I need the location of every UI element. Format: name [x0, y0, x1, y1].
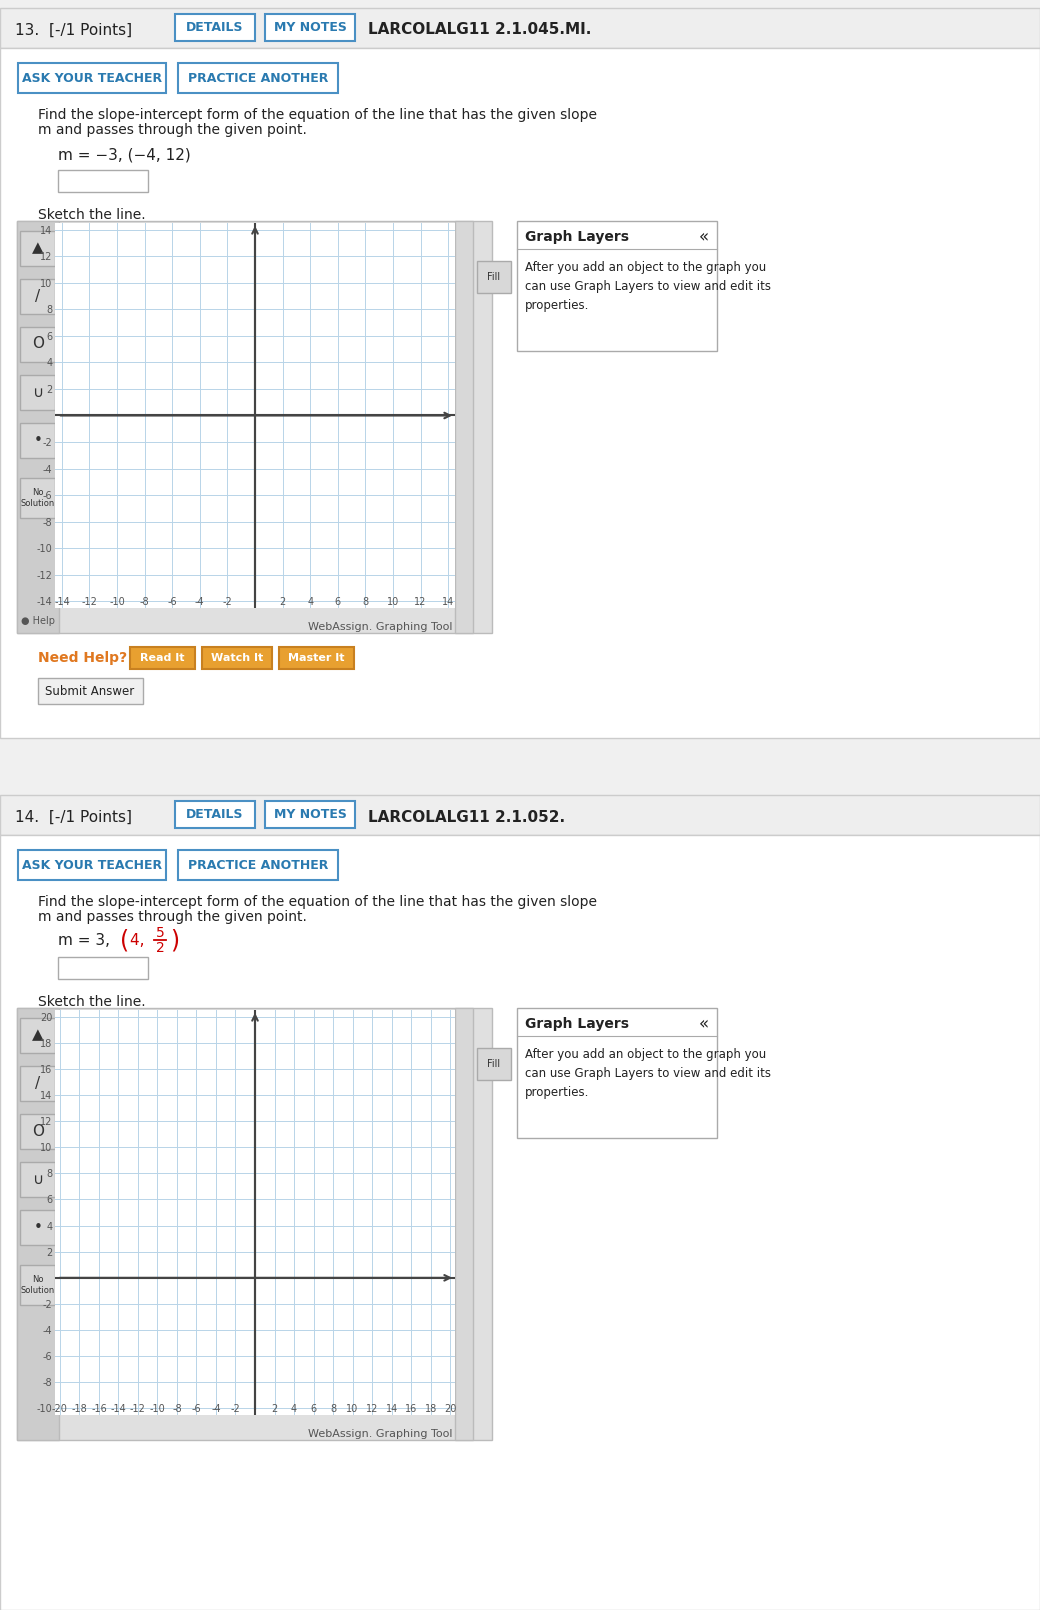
Text: Submit Answer: Submit Answer	[46, 684, 134, 697]
Bar	[17, 221, 492, 633]
Text: Sketch the line.: Sketch the line.	[38, 208, 146, 222]
Bar	[477, 1048, 511, 1080]
Bar	[20, 1211, 55, 1245]
Bar	[20, 478, 55, 518]
FancyBboxPatch shape	[178, 850, 338, 881]
Text: ASK YOUR TEACHER: ASK YOUR TEACHER	[22, 858, 162, 871]
FancyBboxPatch shape	[18, 63, 166, 93]
Text: PRACTICE ANOTHER: PRACTICE ANOTHER	[188, 71, 329, 84]
Text: 5: 5	[156, 926, 164, 940]
Text: Sketch the line.: Sketch the line.	[38, 995, 146, 1009]
Text: O: O	[32, 1124, 44, 1138]
FancyBboxPatch shape	[178, 63, 338, 93]
Bar	[517, 1008, 717, 1138]
Text: Graph Layers: Graph Layers	[525, 1018, 629, 1030]
Bar	[0, 8, 1040, 48]
Text: 13.  [-/1 Points]: 13. [-/1 Points]	[15, 23, 132, 37]
FancyBboxPatch shape	[265, 14, 355, 40]
Bar	[0, 836, 1040, 1610]
FancyBboxPatch shape	[175, 14, 255, 40]
Text: No
Solution: No Solution	[21, 1275, 55, 1294]
Text: DETAILS: DETAILS	[186, 21, 243, 34]
Text: «: «	[699, 1014, 709, 1034]
Text: Read It: Read It	[140, 654, 185, 663]
Text: m = −3, (−4, 12): m = −3, (−4, 12)	[58, 148, 190, 163]
Text: Fill: Fill	[488, 272, 500, 282]
Bar	[20, 279, 55, 314]
Bar	[0, 48, 1040, 737]
Text: Find the slope-intercept form of the equation of the line that has the given slo: Find the slope-intercept form of the equ…	[38, 108, 597, 122]
Text: m = 3,: m = 3,	[58, 932, 114, 948]
Bar	[20, 327, 55, 362]
Bar	[58, 956, 148, 979]
Bar	[0, 795, 1040, 836]
Text: No
Solution: No Solution	[21, 488, 55, 509]
Text: m and passes through the given point.: m and passes through the given point.	[38, 122, 307, 137]
Text: /: /	[35, 1075, 41, 1090]
Text: «: «	[699, 229, 709, 246]
Text: ▲: ▲	[32, 240, 44, 256]
Text: m and passes through the given point.: m and passes through the given point.	[38, 910, 307, 924]
FancyBboxPatch shape	[18, 850, 166, 881]
Bar	[17, 1008, 492, 1439]
Text: After you add an object to the graph you
can use Graph Layers to view and edit i: After you add an object to the graph you…	[525, 1048, 771, 1100]
Text: 14.  [-/1 Points]: 14. [-/1 Points]	[15, 810, 132, 824]
Text: WebAssign. Graphing Tool: WebAssign. Graphing Tool	[309, 1430, 453, 1439]
FancyBboxPatch shape	[202, 647, 272, 670]
Text: Fill: Fill	[488, 1059, 500, 1069]
Bar	[517, 221, 717, 351]
Bar	[20, 1066, 55, 1101]
Bar	[456, 1008, 473, 1439]
Text: •: •	[33, 433, 43, 448]
Text: Need Help?: Need Help?	[38, 650, 127, 665]
Text: Watch It: Watch It	[211, 654, 263, 663]
Bar	[20, 1018, 55, 1053]
FancyBboxPatch shape	[279, 647, 354, 670]
Text: ∪: ∪	[32, 385, 44, 399]
Text: ∪: ∪	[32, 1172, 44, 1187]
Text: /: /	[35, 288, 41, 304]
Text: •: •	[33, 1219, 43, 1235]
Text: LARCOLALG11 2.1.045.MI.: LARCOLALG11 2.1.045.MI.	[368, 23, 592, 37]
Bar	[17, 1008, 59, 1439]
Text: PRACTICE ANOTHER: PRACTICE ANOTHER	[188, 858, 329, 871]
Text: Master It: Master It	[288, 654, 344, 663]
Text: ): )	[170, 927, 179, 952]
Bar	[20, 230, 55, 266]
Bar	[20, 1162, 55, 1196]
Text: ASK YOUR TEACHER: ASK YOUR TEACHER	[22, 71, 162, 84]
Text: (: (	[120, 927, 129, 952]
Bar	[17, 221, 59, 633]
Bar	[456, 221, 473, 633]
Text: 2: 2	[156, 940, 164, 955]
Bar	[20, 375, 55, 411]
FancyBboxPatch shape	[265, 802, 355, 828]
FancyBboxPatch shape	[130, 647, 196, 670]
Bar	[20, 1265, 55, 1306]
Text: After you add an object to the graph you
can use Graph Layers to view and edit i: After you add an object to the graph you…	[525, 261, 771, 312]
Text: DETAILS: DETAILS	[186, 808, 243, 821]
Text: WebAssign. Graphing Tool: WebAssign. Graphing Tool	[309, 621, 453, 633]
Text: LARCOLALG11 2.1.052.: LARCOLALG11 2.1.052.	[368, 810, 565, 824]
Text: ● Help: ● Help	[21, 617, 55, 626]
Text: O: O	[32, 336, 44, 351]
Text: Find the slope-intercept form of the equation of the line that has the given slo: Find the slope-intercept form of the equ…	[38, 895, 597, 910]
FancyBboxPatch shape	[175, 802, 255, 828]
Text: Graph Layers: Graph Layers	[525, 230, 629, 245]
Text: MY NOTES: MY NOTES	[274, 21, 346, 34]
Text: MY NOTES: MY NOTES	[274, 808, 346, 821]
Bar	[20, 423, 55, 457]
Text: ▲: ▲	[32, 1027, 44, 1043]
Bar	[477, 261, 511, 293]
Text: 4,: 4,	[130, 932, 150, 948]
Bar	[20, 1114, 55, 1150]
Bar	[38, 678, 144, 704]
Bar	[58, 171, 148, 192]
